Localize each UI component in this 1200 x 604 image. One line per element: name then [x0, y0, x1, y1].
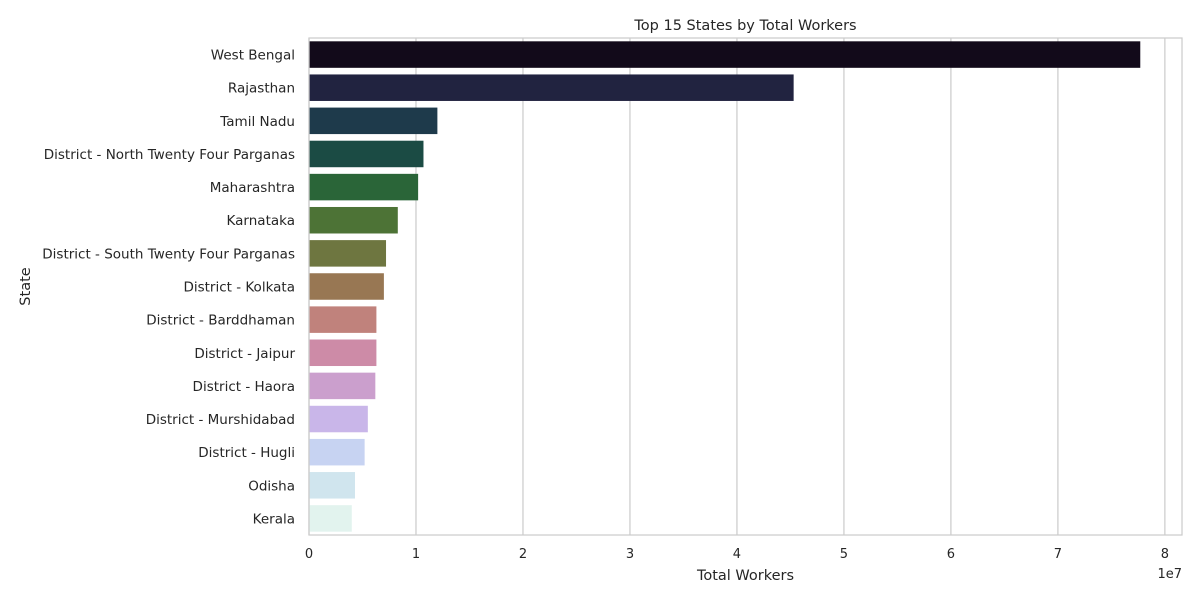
x-tick-label: 8 [1161, 547, 1169, 562]
bar [309, 405, 368, 433]
x-tick-label: 0 [305, 547, 313, 562]
bar [309, 74, 794, 101]
y-category-labels: West Bengal Rajasthan Tamil Nadu District -… [42, 48, 295, 528]
y-category-label: District - Jaipur [194, 346, 295, 362]
x-tick-label: 5 [840, 547, 848, 562]
y-category-label: District - Haora [193, 379, 295, 395]
bar [309, 273, 384, 300]
bar [309, 140, 424, 168]
x-tick-label: 3 [626, 547, 634, 562]
bar [309, 173, 419, 201]
y-category-label: West Bengal [211, 48, 295, 64]
y-category-label: District - South Twenty Four Parganas [42, 246, 295, 262]
bars [309, 41, 1141, 532]
y-category-label: Rajasthan [228, 81, 295, 97]
y-category-label: District - Murshidabad [146, 412, 295, 428]
y-category-label: Tamil Nadu [219, 114, 295, 130]
bar [309, 306, 377, 333]
bar [309, 240, 387, 267]
y-category-label: Kerala [253, 511, 295, 527]
bar [309, 505, 352, 532]
chart-title: Top 15 States by Total Workers [633, 18, 856, 34]
y-category-label: Odisha [248, 478, 295, 494]
x-tick-labels: 0 1 2 3 4 5 6 7 8 [305, 547, 1169, 562]
x-tick-label: 7 [1054, 547, 1062, 562]
y-category-label: District - Barddhaman [146, 313, 295, 329]
x-tick-label: 1 [412, 547, 420, 562]
x-axis-label: Total Workers [696, 568, 794, 584]
bar [309, 438, 365, 466]
plot-frame [308, 37, 1183, 536]
y-category-label: Karnataka [227, 213, 295, 229]
bar [309, 372, 376, 400]
y-axis-label: State [18, 267, 34, 305]
x-tick-label: 2 [519, 547, 527, 562]
bar [309, 41, 1141, 68]
y-category-label: Maharashtra [210, 180, 295, 196]
bar [309, 107, 438, 135]
x-tick-label: 4 [733, 547, 741, 562]
bar [309, 472, 356, 499]
x-axis-scale-label: 1e7 [1157, 567, 1182, 582]
y-category-label: District - North Twenty Four Parganas [44, 147, 295, 163]
y-category-label: District - Hugli [198, 445, 295, 461]
bar [309, 339, 377, 367]
x-tick-label: 6 [947, 547, 955, 562]
bar [309, 206, 398, 234]
y-category-label: District - Kolkata [183, 280, 295, 296]
